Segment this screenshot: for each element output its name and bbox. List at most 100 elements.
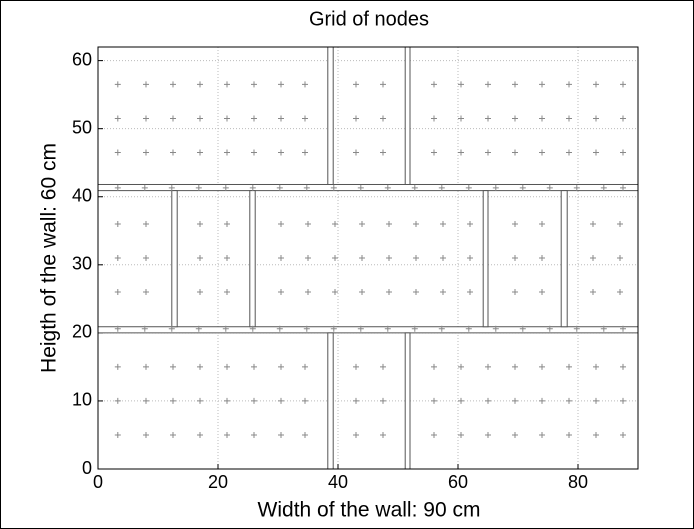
node: [485, 115, 491, 122]
node: [380, 363, 386, 370]
node: [620, 149, 626, 156]
node: [168, 325, 175, 332]
node: [440, 220, 446, 227]
y-tick-label: 0: [82, 458, 92, 478]
node: [224, 289, 230, 296]
node: [251, 431, 257, 438]
node: [143, 289, 149, 296]
node: [573, 184, 580, 191]
node: [440, 289, 446, 296]
node: [114, 115, 121, 122]
node: [431, 115, 437, 122]
node: [620, 81, 626, 88]
node: [222, 184, 229, 191]
mortar-joint: [482, 190, 489, 328]
node: [413, 289, 419, 296]
node: [512, 81, 518, 88]
node: [353, 81, 359, 88]
node: [566, 115, 572, 122]
node: [458, 115, 464, 122]
node: [384, 184, 391, 191]
node: [539, 289, 545, 296]
node: [438, 325, 445, 332]
node: [197, 115, 203, 122]
node: [458, 149, 464, 156]
node: [302, 115, 308, 122]
node: [431, 149, 437, 156]
node: [546, 184, 553, 191]
node: [386, 255, 392, 261]
node: [197, 255, 203, 261]
node: [620, 363, 626, 370]
node: [620, 325, 626, 332]
node: [197, 81, 203, 88]
node: [278, 363, 284, 370]
node: [386, 220, 392, 227]
node: [519, 325, 526, 332]
node: [620, 184, 626, 191]
node: [278, 397, 284, 404]
node: [357, 325, 364, 332]
node: [353, 115, 359, 122]
node: [197, 149, 203, 156]
node: [249, 184, 256, 191]
y-tick-label: 30: [72, 254, 92, 274]
node: [305, 255, 311, 261]
node: [141, 184, 148, 191]
node: [197, 220, 203, 227]
node: [467, 289, 473, 296]
node: [617, 289, 623, 296]
node: [143, 397, 149, 404]
node: [305, 220, 311, 227]
node: [593, 363, 599, 370]
node: [224, 397, 230, 404]
node: [195, 184, 202, 191]
y-tick-label: 10: [72, 390, 92, 410]
node: [278, 115, 284, 122]
node: [141, 325, 148, 332]
node: [302, 363, 308, 370]
node: [512, 397, 518, 404]
node: [600, 184, 607, 191]
node: [251, 149, 257, 156]
node: [566, 397, 572, 404]
node: [539, 363, 545, 370]
node: [593, 115, 599, 122]
node: [590, 255, 596, 261]
node: [539, 81, 545, 88]
node: [467, 220, 473, 227]
node: [251, 363, 257, 370]
node: [431, 81, 437, 88]
node: [411, 184, 418, 191]
node: [465, 184, 472, 191]
mortar-joint: [404, 46, 411, 185]
x-tick-label: 20: [208, 472, 228, 492]
node: [222, 325, 229, 332]
mortar-joint: [97, 326, 639, 334]
node: [224, 115, 230, 122]
axes-box: [97, 46, 639, 470]
node: [413, 220, 419, 227]
node: [303, 184, 310, 191]
node: [380, 149, 386, 156]
node: [143, 81, 149, 88]
node: [512, 431, 518, 438]
node: [305, 289, 311, 296]
node: [251, 81, 257, 88]
node: [620, 431, 626, 438]
node: [566, 363, 572, 370]
node: [485, 363, 491, 370]
node: [114, 431, 121, 438]
node: [492, 325, 499, 332]
mortar-joint: [171, 190, 178, 328]
node: [438, 184, 445, 191]
node: [224, 431, 230, 438]
node: [380, 431, 386, 438]
node: [278, 431, 284, 438]
node: [332, 220, 338, 227]
node: [380, 397, 386, 404]
node: [114, 289, 121, 296]
node: [330, 325, 337, 332]
node: [512, 255, 518, 261]
